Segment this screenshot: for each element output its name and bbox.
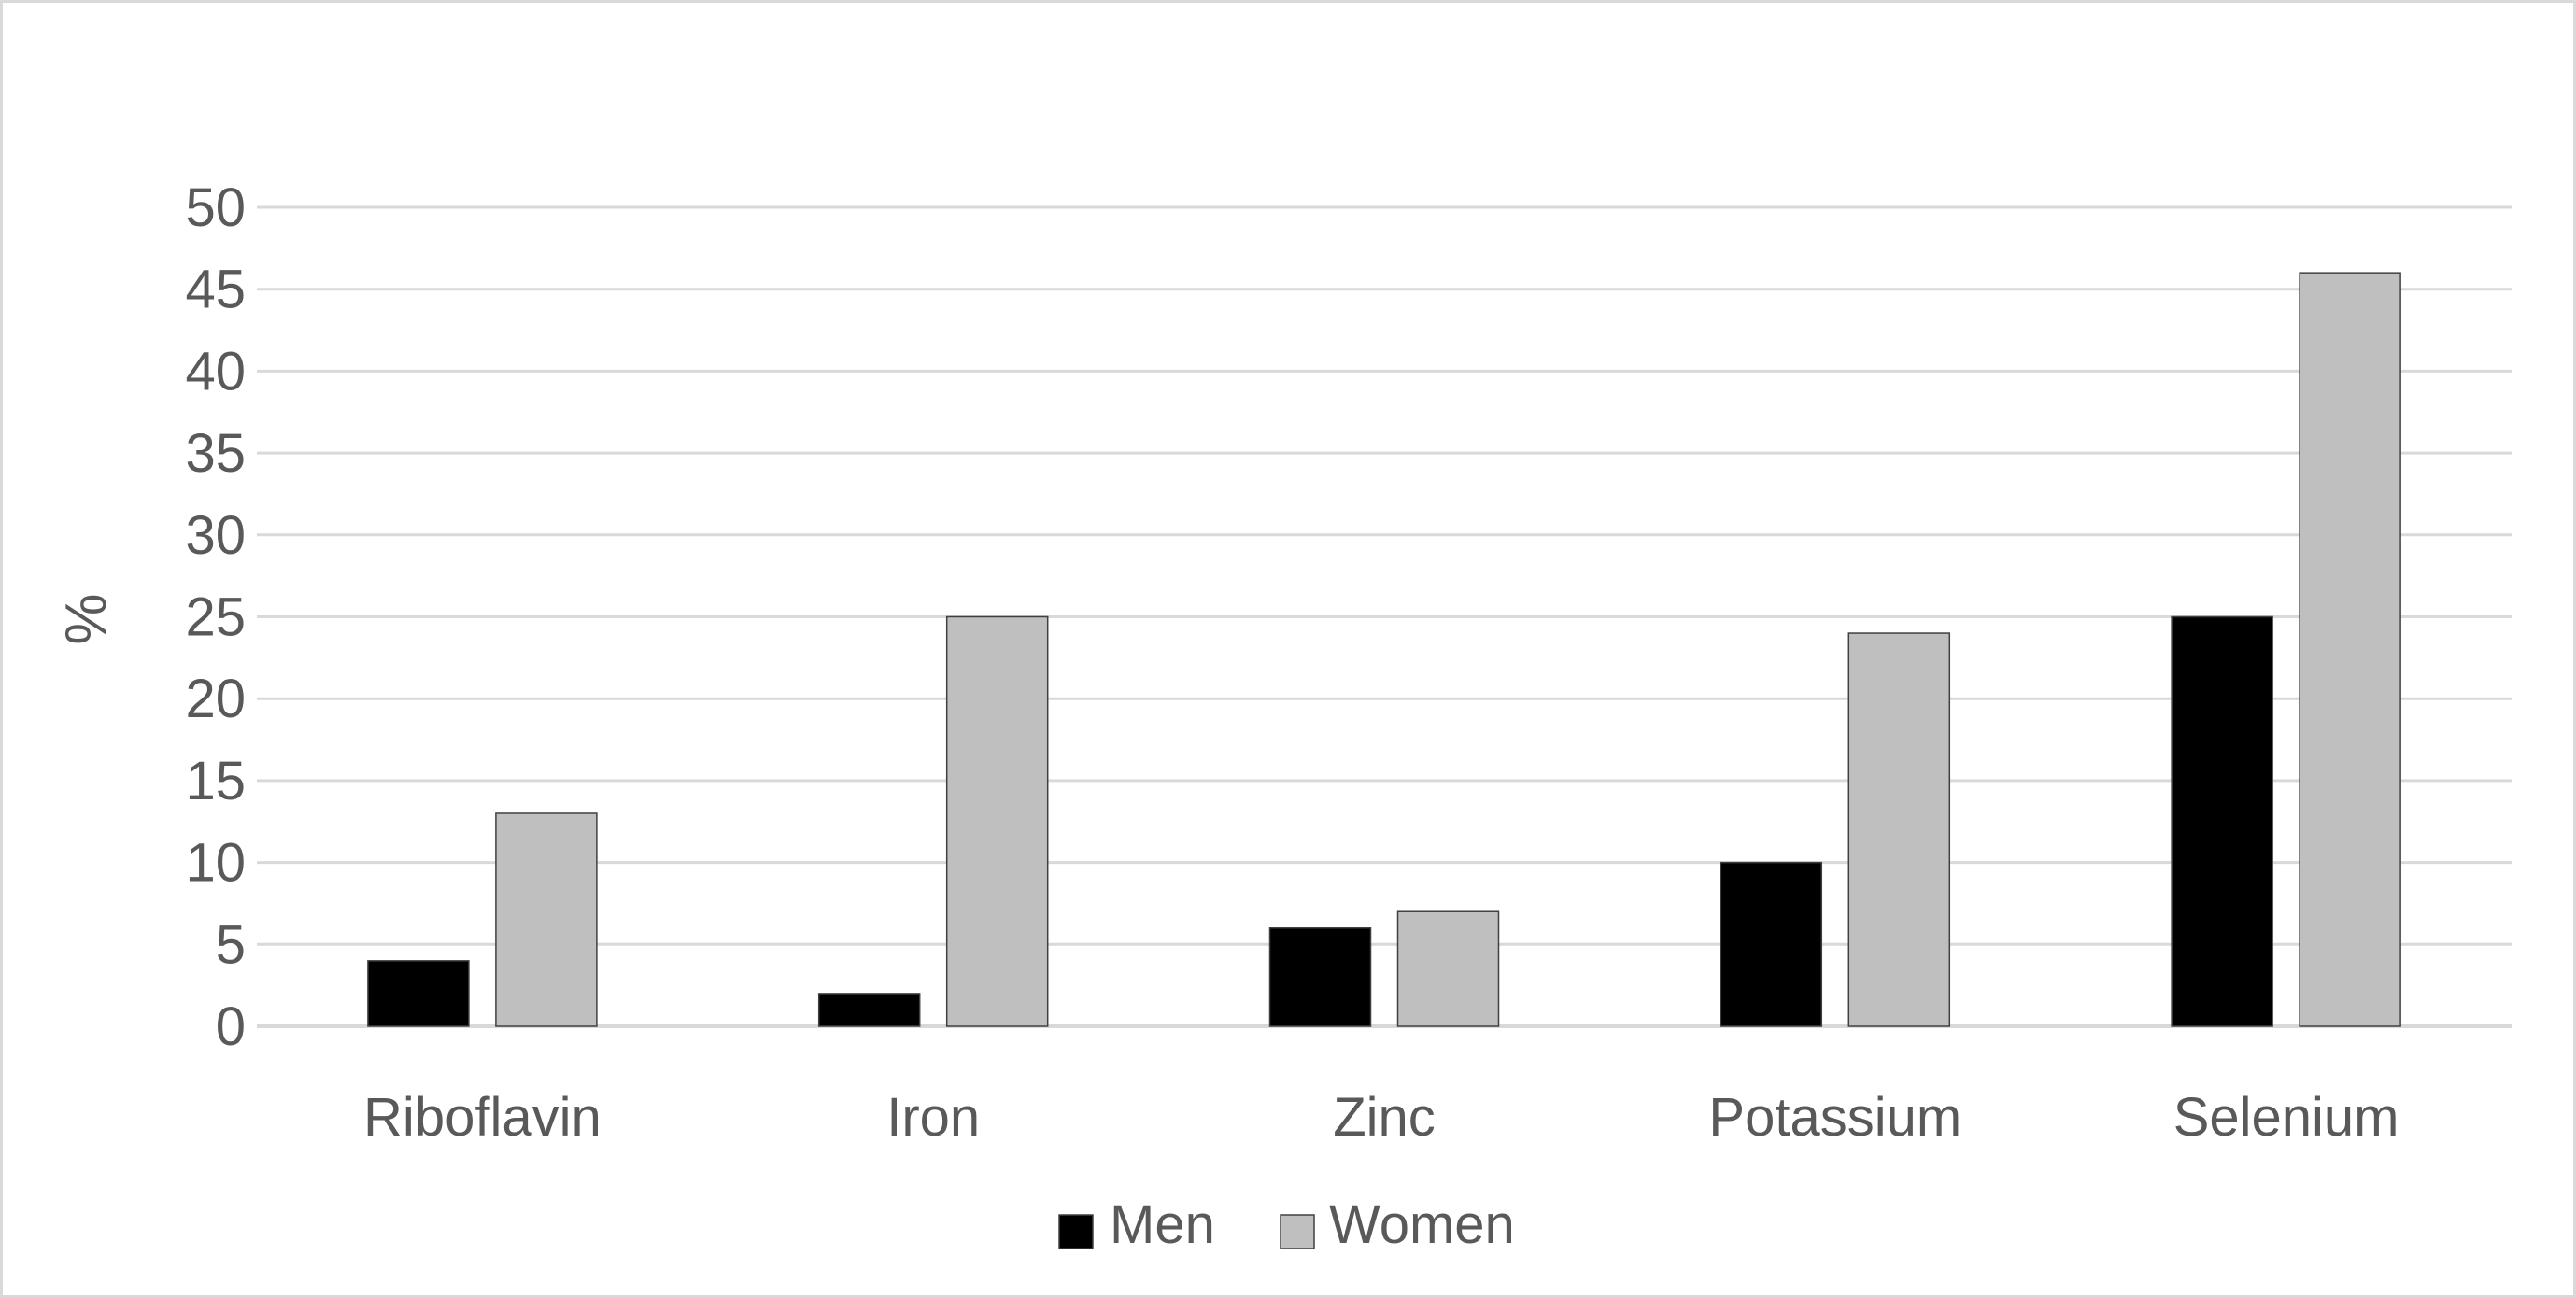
x-category-label: Selenium <box>2173 1087 2399 1148</box>
y-axis-ticks: 0 5 10 15 20 25 30 35 40 45 50 <box>185 177 246 1057</box>
x-axis-categories: Riboflavin Iron Zinc Potassium Selenium <box>363 1087 2399 1148</box>
x-category-label: Zinc <box>1333 1087 1436 1148</box>
x-category-label: Potassium <box>1708 1087 1961 1148</box>
bar-men-potassium <box>1720 861 1823 1027</box>
bar-men-zinc <box>1268 927 1372 1027</box>
y-tick-label: 50 <box>185 177 246 238</box>
bar-women-riboflavin <box>495 812 598 1027</box>
bar-men-iron <box>817 993 921 1027</box>
y-tick-label: 35 <box>185 423 246 484</box>
y-tick-label: 45 <box>185 260 246 320</box>
legend-swatch-men <box>1058 1214 1094 1249</box>
legend-label-men: Men <box>1110 1194 1215 1255</box>
gridlines <box>257 205 2512 1028</box>
y-tick-label: 30 <box>185 505 246 566</box>
bar-women-zinc <box>1396 910 1500 1027</box>
y-axis-title: % <box>54 593 119 644</box>
y-tick-label: 5 <box>216 914 246 975</box>
x-category-label: Iron <box>886 1087 980 1148</box>
y-tick-label: 10 <box>185 833 246 894</box>
bar-men-riboflavin <box>367 960 470 1027</box>
bars <box>367 272 2401 1027</box>
y-tick-label: 15 <box>185 751 246 811</box>
x-category-label: Riboflavin <box>363 1087 602 1148</box>
y-tick-label: 40 <box>185 341 246 402</box>
legend-swatch-women <box>1280 1214 1315 1249</box>
y-tick-label: 0 <box>216 996 246 1057</box>
bar-women-selenium <box>2299 272 2401 1027</box>
bar-women-iron <box>945 615 1049 1027</box>
y-tick-label: 25 <box>185 587 246 648</box>
legend-label-women: Women <box>1329 1194 1515 1255</box>
legend: Men Women <box>1058 1194 1515 1255</box>
y-tick-label: 20 <box>185 669 246 729</box>
bar-men-selenium <box>2171 615 2273 1027</box>
bar-women-potassium <box>1847 632 1951 1027</box>
bar-chart: 0 5 10 15 20 25 30 35 40 45 50 Riboflavin Iron Zinc P… <box>54 177 2512 1255</box>
